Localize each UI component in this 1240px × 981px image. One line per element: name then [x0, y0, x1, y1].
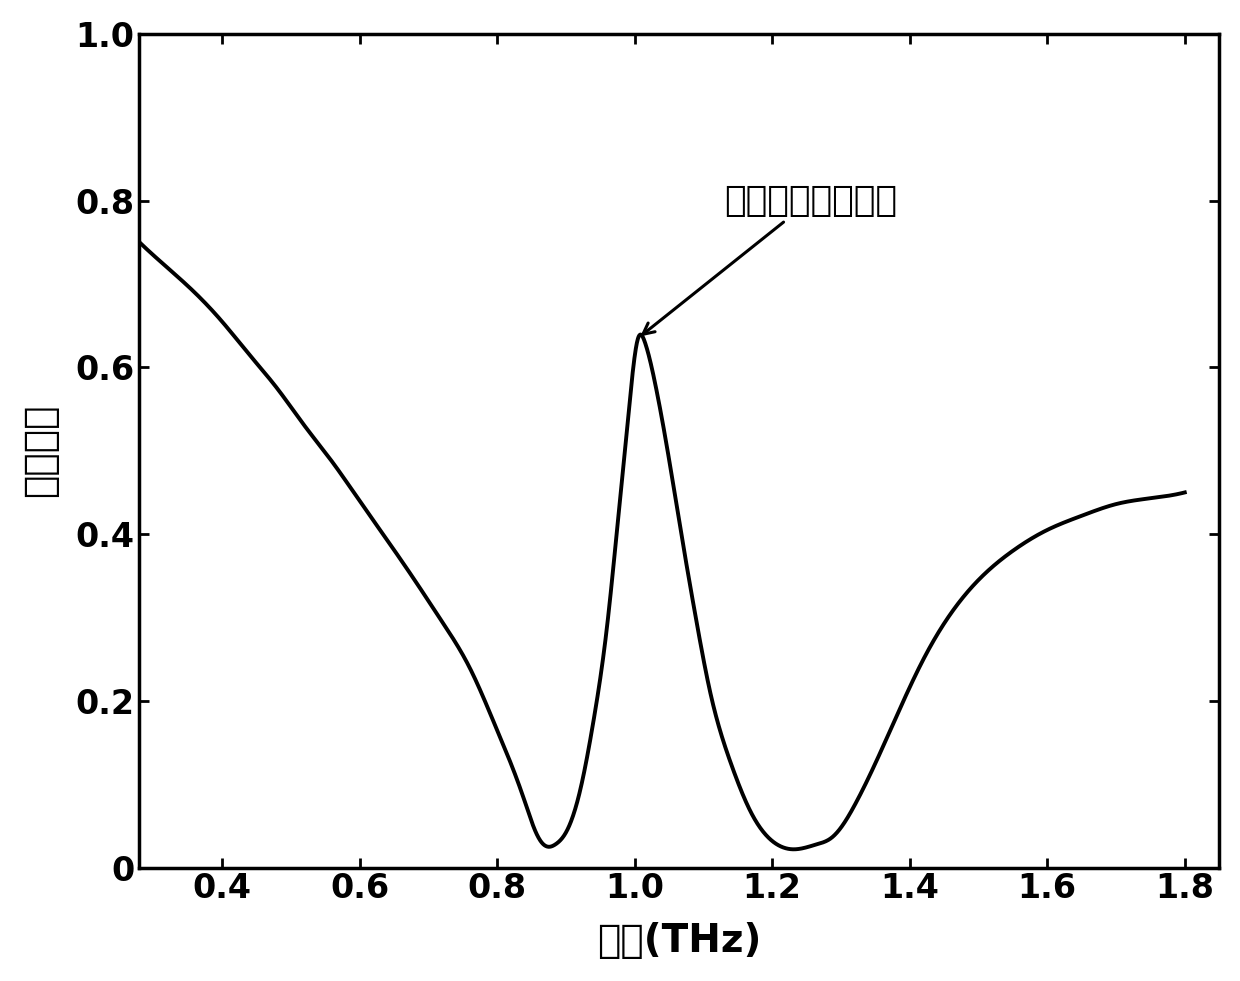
Text: 类电磁诱导透明窗: 类电磁诱导透明窗: [642, 183, 897, 335]
X-axis label: 频率(THz): 频率(THz): [598, 922, 761, 960]
Y-axis label: 透波系数: 透波系数: [21, 404, 58, 497]
